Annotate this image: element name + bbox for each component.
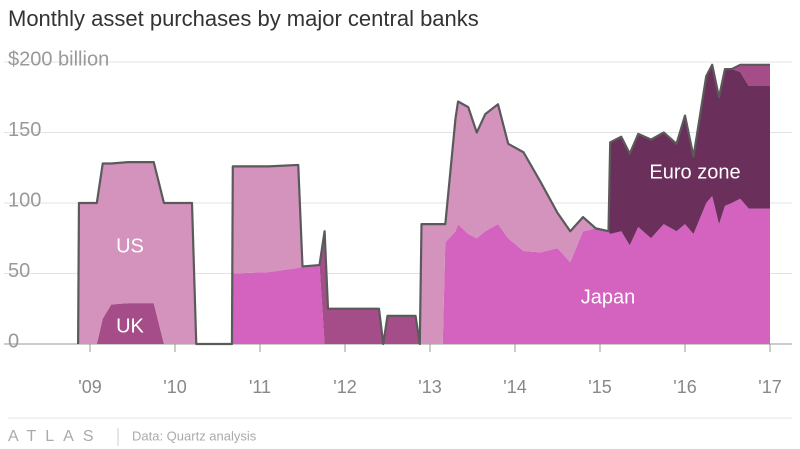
y-tick-label: 150 (8, 119, 41, 141)
x-tick-label: '15 (588, 377, 611, 397)
x-tick-label: '12 (333, 377, 356, 397)
series-label: UK (116, 315, 144, 337)
x-tick-label: '11 (249, 377, 271, 397)
area (78, 64, 771, 344)
y-tick-label: 0 (8, 330, 19, 352)
brand: ATLAS (8, 428, 103, 445)
total-outline (77, 63, 770, 346)
y-tick-label: 50 (8, 260, 30, 282)
y-tick-label: $200 billion (8, 48, 109, 70)
x-tick-label: '17 (758, 377, 781, 397)
area (78, 64, 771, 344)
x-tick-label: '13 (418, 377, 441, 397)
y-tick-label: 100 (8, 189, 41, 211)
area (78, 64, 771, 344)
chart-title: Monthly asset purchases by major central… (8, 6, 479, 31)
series-label: Euro zone (649, 161, 740, 183)
x-tick-label: '16 (673, 377, 696, 397)
x-tick-label: '09 (78, 377, 101, 397)
series-label: Japan (581, 286, 636, 308)
series-label: US (116, 235, 144, 257)
source-note: Data: Quartz analysis (132, 428, 257, 443)
x-tick-label: '10 (163, 377, 186, 397)
area (78, 195, 771, 344)
x-tick-label: '14 (503, 377, 526, 397)
